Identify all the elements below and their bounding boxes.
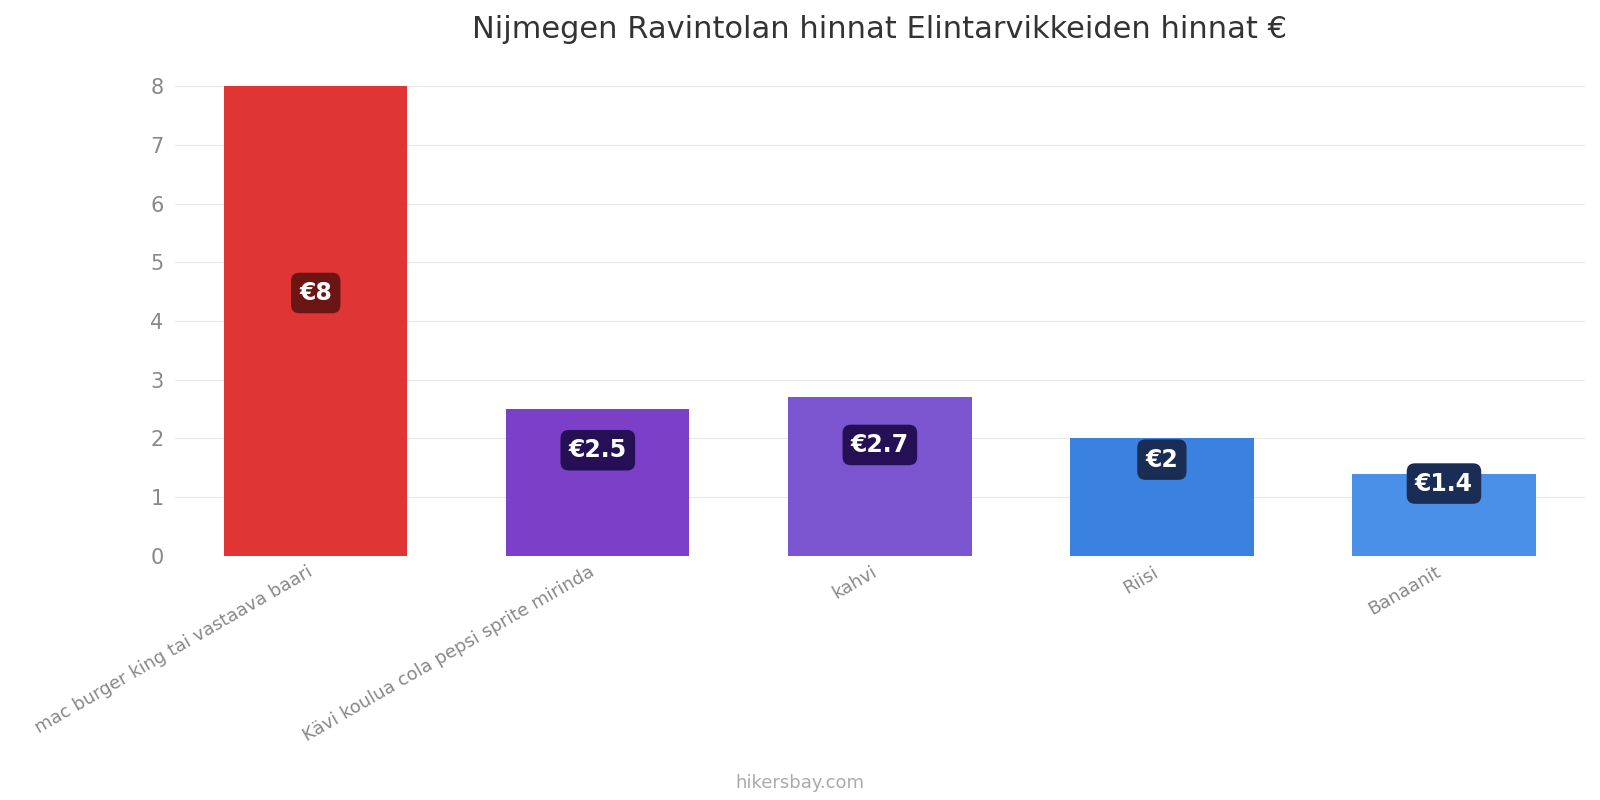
Bar bbox=[1070, 438, 1253, 556]
Text: €1.4: €1.4 bbox=[1414, 471, 1474, 495]
Bar bbox=[1352, 474, 1536, 556]
Bar bbox=[224, 86, 408, 556]
Text: €8: €8 bbox=[299, 281, 333, 305]
Title: Nijmegen Ravintolan hinnat Elintarvikkeiden hinnat €: Nijmegen Ravintolan hinnat Elintarvikkei… bbox=[472, 15, 1288, 44]
Bar bbox=[789, 398, 971, 556]
Text: €2.5: €2.5 bbox=[568, 438, 627, 462]
Text: hikersbay.com: hikersbay.com bbox=[736, 774, 864, 792]
Text: €2.7: €2.7 bbox=[851, 433, 909, 457]
Bar bbox=[506, 409, 690, 556]
Text: €2: €2 bbox=[1146, 448, 1178, 472]
